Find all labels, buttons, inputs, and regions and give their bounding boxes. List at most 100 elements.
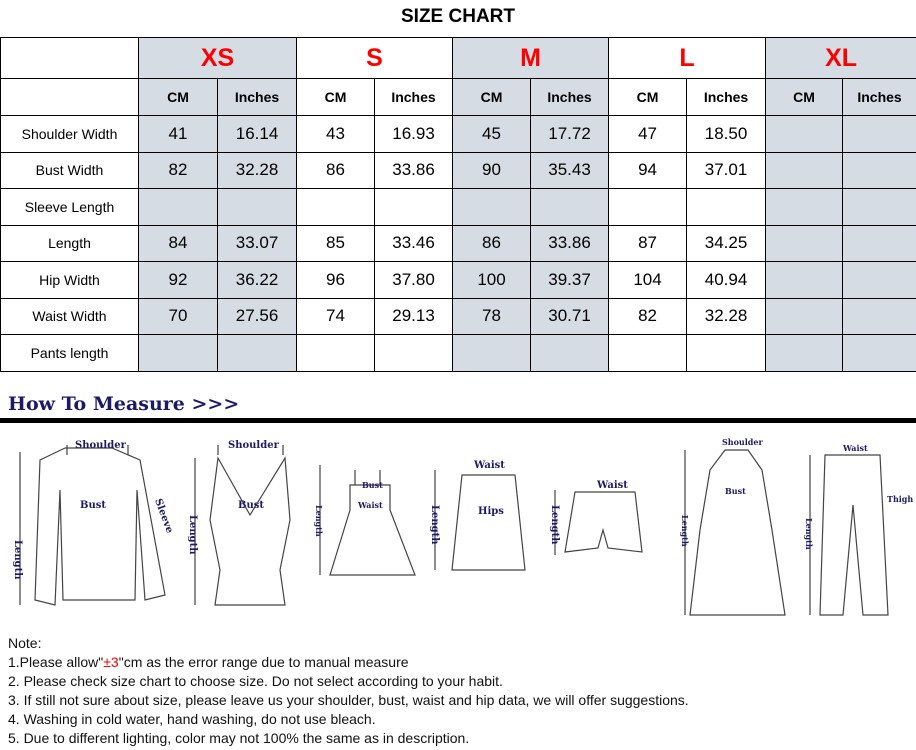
notes-heading: Note: bbox=[8, 635, 42, 651]
table-cell bbox=[765, 115, 844, 153]
unit-header-inches: Inches bbox=[374, 78, 454, 116]
table-cell: 92 bbox=[138, 261, 218, 299]
size-header-l: L bbox=[608, 37, 767, 79]
table-cell bbox=[765, 334, 844, 372]
notes: Note: 1.Please allow"±3"cm as the error … bbox=[8, 634, 689, 748]
table-cell: 47 bbox=[608, 115, 688, 153]
table-cell: 100 bbox=[452, 261, 532, 299]
table-cell: 32.28 bbox=[686, 297, 767, 335]
table-cell bbox=[765, 224, 844, 262]
table-cell: 41 bbox=[138, 115, 218, 153]
unit-header-cm: CM bbox=[138, 78, 218, 116]
table-cell bbox=[138, 188, 218, 226]
table-cell: 16.14 bbox=[216, 115, 298, 153]
unit-header-cm: CM bbox=[608, 78, 688, 116]
table-cell bbox=[530, 188, 610, 226]
bust-label: Bust bbox=[725, 486, 746, 496]
table-cell bbox=[608, 334, 688, 372]
corner-cell bbox=[0, 78, 139, 116]
row-label: Shoulder Width bbox=[0, 115, 139, 153]
table-row: Bust Width 82 32.28 86 33.86 90 35.43 94 37.01 bbox=[0, 151, 916, 189]
table-cell: 70 bbox=[138, 297, 218, 335]
table-row: Waist Width 70 27.56 74 29.13 78 30.71 82 32.28 bbox=[0, 297, 916, 335]
table-cell bbox=[296, 188, 376, 226]
table-cell: 78 bbox=[452, 297, 532, 335]
tolerance-value: ±3 bbox=[103, 654, 119, 670]
note-2: 2. Please check size chart to choose siz… bbox=[8, 673, 503, 689]
size-header-xs: XS bbox=[137, 37, 298, 79]
table-cell: 82 bbox=[138, 151, 218, 189]
waist-label: Waist bbox=[842, 443, 868, 453]
table-cell bbox=[452, 188, 532, 226]
table-cell: 27.56 bbox=[216, 297, 298, 335]
note-text: "cm as the error range due to manual mea… bbox=[118, 654, 409, 670]
waist-label: Waist bbox=[473, 460, 505, 471]
row-label: Hip Width bbox=[0, 261, 139, 299]
table-cell: 37.80 bbox=[374, 261, 454, 299]
table-cell bbox=[842, 297, 916, 335]
table-cell: 90 bbox=[452, 151, 532, 189]
table-cell bbox=[608, 188, 688, 226]
table-cell: 85 bbox=[296, 224, 376, 262]
table-cell bbox=[216, 188, 298, 226]
table-cell bbox=[765, 297, 844, 335]
length-label: Length bbox=[12, 540, 23, 580]
table-cell bbox=[686, 188, 767, 226]
table-cell: 33.86 bbox=[374, 151, 454, 189]
table-cell: 82 bbox=[608, 297, 688, 335]
table-cell: 37.01 bbox=[686, 151, 767, 189]
table-cell bbox=[765, 151, 844, 189]
unit-header-cm: CM bbox=[296, 78, 376, 116]
table-row: Sleeve Length bbox=[0, 188, 916, 226]
shoulder-label: Shoulder bbox=[75, 440, 127, 451]
table-cell: 96 bbox=[296, 261, 376, 299]
table-row: Shoulder Width 41 16.14 43 16.93 45 17.72 47 18.… bbox=[0, 115, 916, 153]
table-cell: 45 bbox=[452, 115, 532, 153]
bust-label: Bust bbox=[80, 500, 106, 511]
row-label: Length bbox=[0, 224, 139, 262]
row-label: Pants length bbox=[0, 334, 139, 372]
waist-label: Waist bbox=[596, 480, 628, 491]
table-cell: 84 bbox=[138, 224, 218, 262]
table-cell bbox=[842, 188, 916, 226]
shoulder-label: Shoulder bbox=[228, 440, 280, 451]
table-cell: 40.94 bbox=[686, 261, 767, 299]
size-header-m: M bbox=[452, 37, 610, 79]
table-cell: 16.93 bbox=[374, 115, 454, 153]
table-cell: 29.13 bbox=[374, 297, 454, 335]
page-title: SIZE CHART bbox=[401, 6, 515, 27]
table-row: Length 84 33.07 85 33.46 86 33.86 87 34.25 bbox=[0, 224, 916, 262]
table-cell: 18.50 bbox=[686, 115, 767, 153]
table-cell bbox=[216, 334, 298, 372]
table-cell bbox=[686, 334, 767, 372]
table-cell: 17.72 bbox=[530, 115, 610, 153]
bust-label: Bust bbox=[238, 500, 264, 511]
row-label: Bust Width bbox=[0, 151, 139, 189]
note-5: 5. Due to different lighting, color may … bbox=[8, 730, 470, 746]
table-cell bbox=[138, 334, 218, 372]
length-label: Length bbox=[680, 515, 690, 547]
size-header-xl: XL bbox=[765, 37, 916, 79]
how-to-measure-heading: How To Measure >>> bbox=[8, 393, 240, 415]
bust-label: Bust bbox=[362, 480, 383, 490]
shoulder-label: Shoulder bbox=[722, 437, 763, 447]
table-cell: 33.07 bbox=[216, 224, 298, 262]
unit-header-inches: Inches bbox=[842, 78, 916, 116]
table-cell bbox=[842, 224, 916, 262]
divider bbox=[0, 418, 916, 423]
length-label: Length bbox=[549, 505, 560, 545]
table-cell: 86 bbox=[452, 224, 532, 262]
length-label: Length bbox=[804, 518, 814, 550]
unit-header-inches: Inches bbox=[530, 78, 610, 116]
table-cell: 30.71 bbox=[530, 297, 610, 335]
table-cell bbox=[765, 261, 844, 299]
length-label: Length bbox=[187, 515, 198, 555]
table-cell bbox=[374, 188, 454, 226]
hips-label: Hips bbox=[478, 506, 504, 517]
table-cell bbox=[374, 334, 454, 372]
table-cell: 94 bbox=[608, 151, 688, 189]
table-cell: 39.37 bbox=[530, 261, 610, 299]
unit-header-inches: Inches bbox=[216, 78, 298, 116]
table-row: Pants length bbox=[0, 334, 916, 372]
table-cell: 33.46 bbox=[374, 224, 454, 262]
